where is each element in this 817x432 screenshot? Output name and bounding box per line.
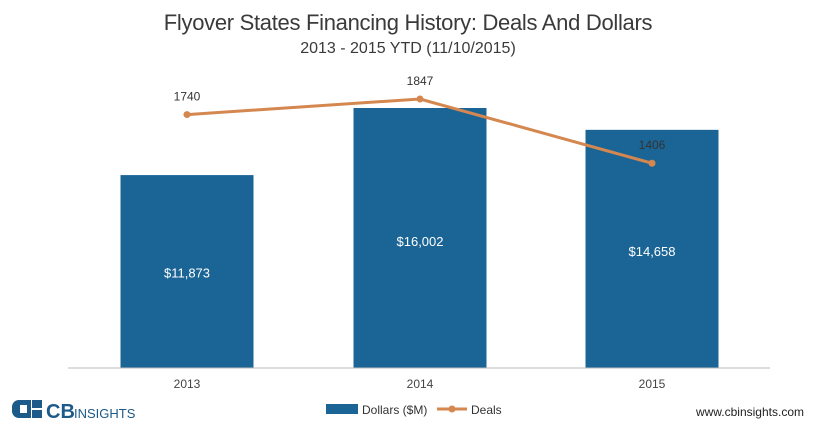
x-tick-2013: 2013 <box>174 377 201 391</box>
deals-point-2014 <box>416 95 424 103</box>
deals-point-2013 <box>183 111 191 119</box>
logo-text-insights: INSIGHTS <box>74 406 136 421</box>
cb-logo-icon <box>12 400 42 418</box>
legend-swatch-dollars <box>326 404 358 414</box>
logo-text-cb: CB <box>46 401 75 423</box>
deals-label-2015: 1406 <box>639 138 666 152</box>
x-tick-2014: 2014 <box>407 377 434 391</box>
deals-label-2013: 1740 <box>174 90 201 104</box>
deals-line-group: 1740 1847 1406 <box>174 74 666 167</box>
bar-label-2013: $11,873 <box>164 265 210 280</box>
legend-label-deals: Deals <box>471 403 502 417</box>
x-tick-labels: 2013 2014 2015 <box>174 377 666 391</box>
website-url: www.cbinsights.com <box>695 405 804 419</box>
x-tick-2015: 2015 <box>639 377 666 391</box>
legend: Dollars ($M) Deals <box>326 403 502 417</box>
legend-label-dollars: Dollars ($M) <box>362 403 427 417</box>
cb-insights-logo: CB INSIGHTS <box>12 400 136 423</box>
bar-2014 <box>353 108 487 368</box>
chart-title: Flyover States Financing History: Deals … <box>164 10 653 35</box>
bar-label-2014: $16,002 <box>397 234 444 249</box>
deals-label-2014: 1847 <box>407 74 434 88</box>
bar-2013 <box>120 175 254 368</box>
bar-label-2015: $14,658 <box>629 244 676 259</box>
bar-2015 <box>585 129 719 368</box>
legend-swatch-deals-marker <box>448 405 456 413</box>
bars-group: $11,873 $16,002 $14,658 <box>120 108 719 368</box>
deals-point-2015 <box>648 159 656 167</box>
chart-subtitle: 2013 - 2015 YTD (11/10/2015) <box>300 40 516 57</box>
